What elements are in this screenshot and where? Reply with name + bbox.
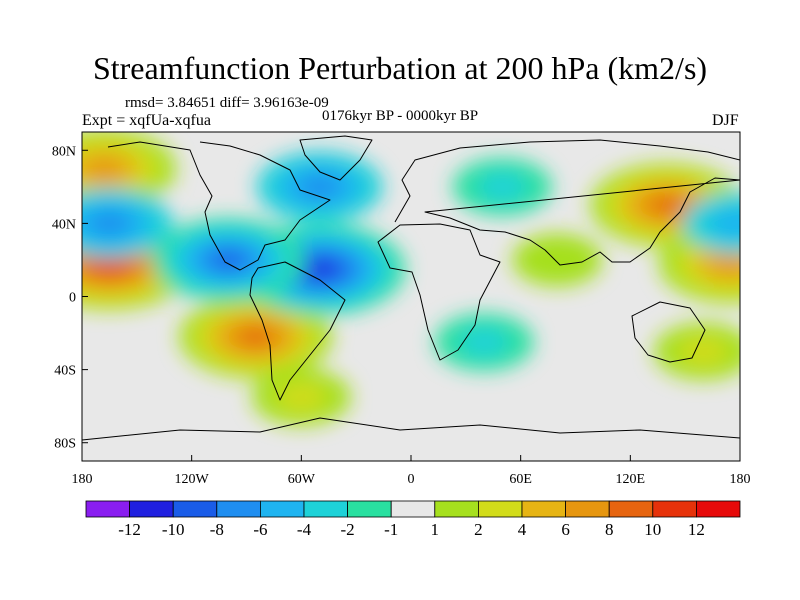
map-plot-area (81, 131, 741, 462)
y-tick-label: 80S (54, 437, 76, 452)
colorbar: -12 -10 -8 -6 -4 -2 -1 1 2 4 6 8 10 12 (85, 500, 741, 539)
coastlines (82, 135, 740, 441)
coastline-antarctica (82, 417, 740, 441)
colorbar-label: 1 (431, 520, 440, 539)
y-tick-label: 40N (52, 217, 76, 232)
colorbar-label: 2 (474, 520, 483, 539)
colorbar-swatch (216, 500, 261, 518)
time-period-label: 0176kyr BP - 0000kyr BP (322, 108, 479, 124)
colorbar-swatch (172, 500, 218, 518)
y-tick-label: 40S (54, 364, 76, 379)
chart-title: Streamfunction Perturbation at 200 hPa (… (92, 50, 708, 86)
x-tick-label: 60W (288, 472, 316, 487)
anomaly-3-level-4 (651, 196, 683, 214)
colorbar-swatch (608, 500, 654, 518)
colorbar-swatch (259, 500, 305, 518)
colorbar-label: -12 (118, 520, 141, 539)
colorbar-label: -6 (253, 520, 267, 539)
anomaly-11-level-0 (512, 233, 603, 287)
colorbar-label: -2 (341, 520, 355, 539)
colorbar-swatch (347, 500, 392, 518)
rmsd-diff-stats: rmsd= 3.84651 diff= 3.96163e-09 (125, 95, 329, 111)
anomaly-2-level-4 (240, 328, 271, 346)
colorbar-swatch (303, 500, 348, 518)
anomaly-10-level-1 (477, 172, 528, 202)
coastline-eurasia (394, 139, 740, 266)
colorbar-swatch (521, 500, 566, 518)
colorbar-label: 6 (561, 520, 570, 539)
y-tick-label: 0 (69, 291, 76, 306)
colorbar-label: -4 (297, 520, 312, 539)
colorbar-label: 4 (518, 520, 527, 539)
colorbar-label: -1 (384, 520, 398, 539)
x-tick-label: 60E (509, 472, 532, 487)
colorbar-swatch (434, 500, 479, 518)
anomaly-4-level-3 (712, 253, 740, 274)
x-tick-label: 0 (408, 472, 415, 487)
colorbar-label: -10 (162, 520, 185, 539)
anomaly-8-level-2 (88, 211, 131, 236)
experiment-label: Expt = xqfUa-xqfua (82, 112, 211, 129)
x-tick-label: 180 (72, 472, 93, 487)
colorbar-swatch (652, 500, 697, 518)
colorbar-swatch (129, 500, 174, 518)
colorbar-label: -8 (210, 520, 224, 539)
anomaly-0-level-5 (95, 255, 124, 272)
coastline-south-america (249, 261, 346, 401)
anomaly-13-level-1 (276, 382, 327, 412)
anomaly-12-level-1 (459, 327, 509, 357)
coastline-greenland (299, 135, 373, 181)
x-tick-label: 120E (616, 472, 646, 487)
colorbar-swatch (390, 500, 436, 518)
anomaly-5-level-5 (305, 261, 334, 277)
colorbar-swatch (477, 500, 523, 518)
colorbar-label: 8 (605, 520, 614, 539)
anomaly-9-level-1 (709, 207, 740, 239)
anomaly-7-level-2 (298, 175, 341, 199)
x-tick-label: 180 (730, 472, 751, 487)
colorbar-swatch (85, 500, 130, 518)
anomaly-1-level-3 (85, 158, 122, 179)
colorbar-label: 10 (644, 520, 661, 539)
colorbar-swatch (565, 500, 610, 518)
coastline-north-america (107, 141, 331, 271)
colorbar-swatch (696, 500, 741, 518)
y-tick-label: 80N (52, 144, 76, 159)
x-tick-label: 120W (175, 472, 210, 487)
coastline-africa (377, 223, 501, 361)
season-label: DJF (712, 112, 739, 129)
anomaly-14-level-1 (678, 337, 729, 366)
anomaly-6-level-4 (212, 251, 244, 269)
colorbar-label: 12 (688, 520, 705, 539)
coastline-australia (631, 301, 706, 363)
